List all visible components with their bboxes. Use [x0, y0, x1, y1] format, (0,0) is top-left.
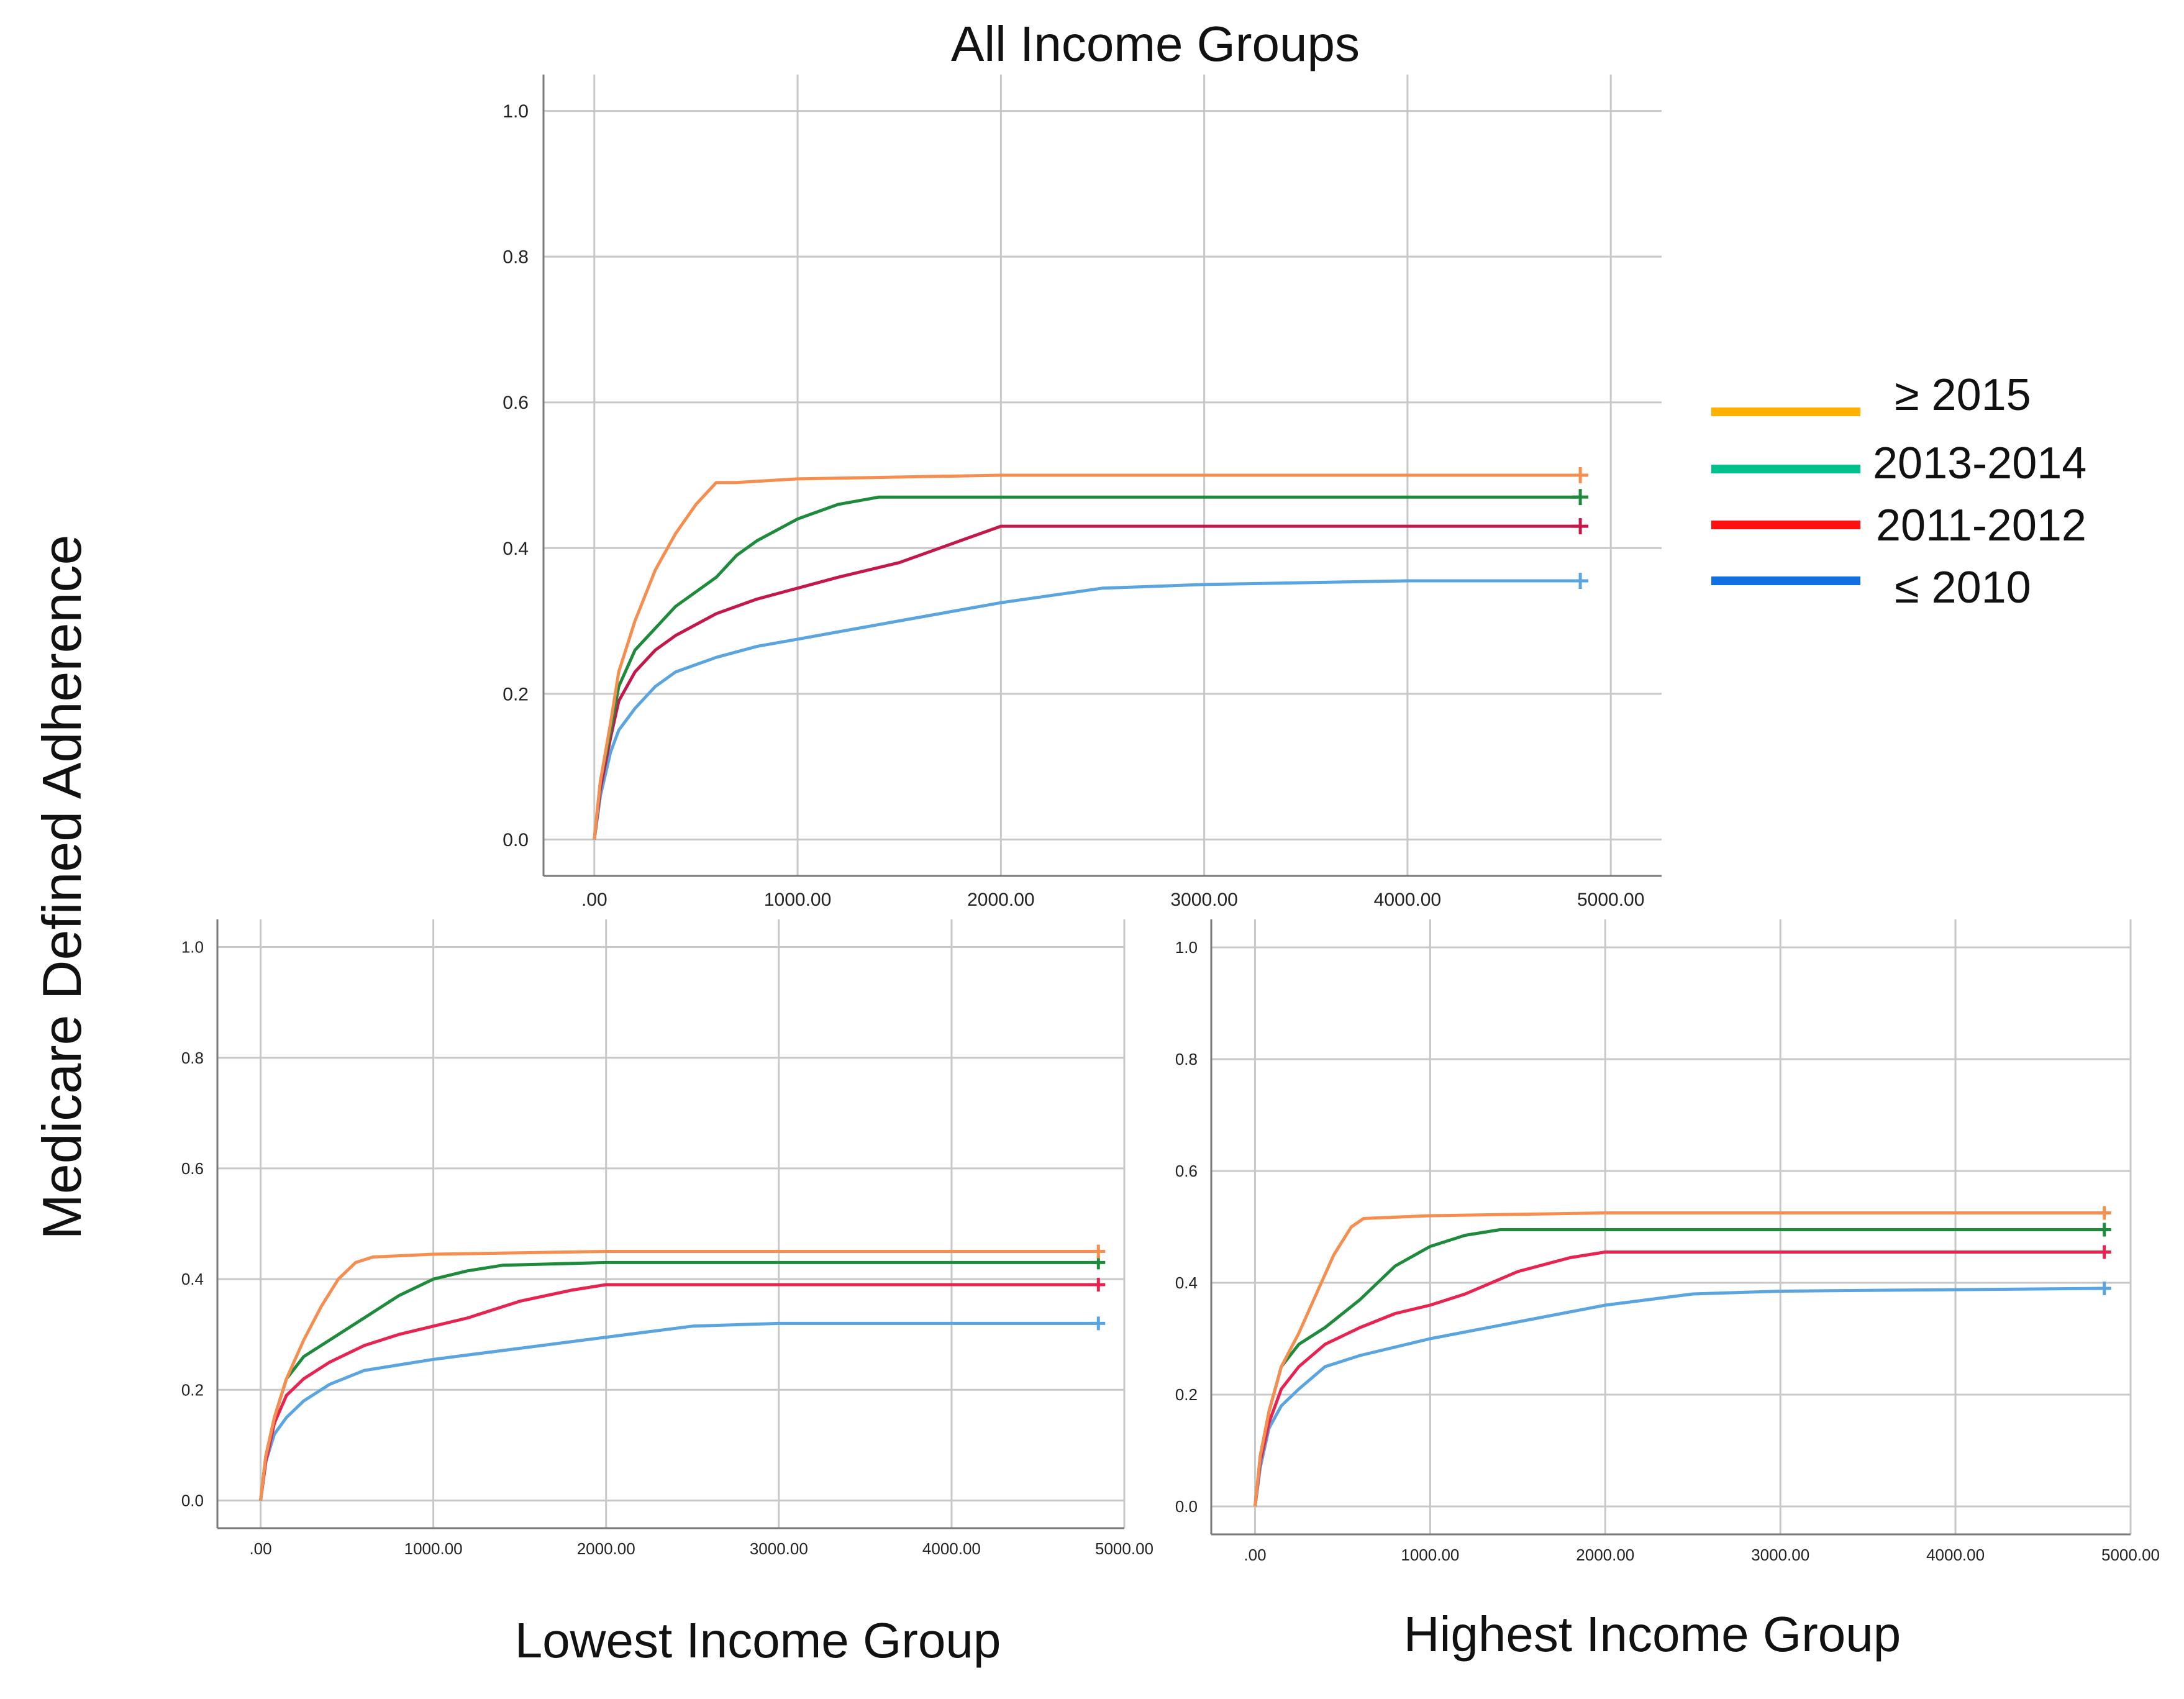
- highest-x-tick-label: 1000.00: [1401, 1546, 1459, 1564]
- legend-swatch-2015: [1711, 408, 1860, 416]
- highest-series-line: [1254, 1211, 2104, 1507]
- highest-series-line: [1254, 1250, 2104, 1507]
- lowest-x-tick-label: 1000.00: [404, 1539, 463, 1558]
- lowest-series-line: [259, 1260, 1099, 1501]
- highest-x-tick-label: 2000.00: [1576, 1546, 1634, 1564]
- highest-income-group-chart: 0.0 0.2 0.4 0.6 0.8 1.0 .00 1000.00 2000.00 3000.…: [1175, 919, 2160, 1564]
- legend-swatch-2011-2012: [1711, 521, 1860, 529]
- all-y-tick-label: 1.0: [503, 101, 529, 122]
- lowest-y-tick-label: 0.8: [181, 1049, 204, 1067]
- legend-label-2013-2014: 2013-2014: [1873, 439, 2087, 488]
- lowest-y-tick-label: 0.2: [181, 1380, 204, 1399]
- highest-series-line: [1254, 1228, 2104, 1507]
- legend-label-2010: ≤ 2010: [1895, 563, 2031, 613]
- highest-x-tick-label: .00: [1244, 1546, 1266, 1564]
- bottom-left-panel-title: Lowest Income Group: [514, 1613, 1001, 1668]
- lowest-series-line: [259, 1321, 1099, 1501]
- top-panel-title: All Income Groups: [950, 16, 1360, 71]
- highest-x-tick-label: 4000.00: [1926, 1546, 1985, 1564]
- highest-y-tick-label: 0.6: [1175, 1162, 1198, 1180]
- bottom-right-panel-title: Highest Income Group: [1403, 1606, 1901, 1662]
- lowest-x-tick-label: 3000.00: [750, 1539, 808, 1558]
- all-y-tick-label: 0.6: [503, 393, 529, 413]
- all-y-tick-label: 0.4: [503, 539, 529, 559]
- legend-swatch-2013-2014: [1711, 465, 1860, 473]
- all-x-tick-label: 1000.00: [764, 890, 831, 910]
- all-y-tick-label: 0.2: [503, 684, 529, 704]
- all-y-tick-label: 0.0: [503, 830, 529, 850]
- all-x-tick-label: 2000.00: [967, 890, 1034, 910]
- lowest-y-tick-label: 0.6: [181, 1159, 204, 1178]
- all-series-line: [593, 579, 1581, 840]
- legend-swatch-2010: [1711, 576, 1860, 585]
- highest-x-tick-label: 3000.00: [1751, 1546, 1809, 1564]
- highest-y-tick-label: 0.8: [1175, 1050, 1198, 1068]
- all-income-groups-chart: 0.0 0.2 0.4 0.6 0.8 1.0 .00 1000.00 2000.00 3000.…: [503, 75, 1662, 910]
- lowest-y-tick-label: 0.0: [181, 1492, 204, 1510]
- all-series-line: [593, 524, 1581, 840]
- all-x-tick-label: .00: [581, 890, 607, 910]
- lowest-x-tick-label: 5000.00: [1095, 1539, 1153, 1558]
- highest-x-tick-label: 5000.00: [2101, 1546, 2160, 1564]
- lowest-series-line: [259, 1283, 1099, 1501]
- all-series-line: [593, 495, 1581, 840]
- highest-y-tick-label: 0.4: [1175, 1273, 1198, 1292]
- lowest-x-tick-label: .00: [249, 1539, 271, 1558]
- lowest-y-tick-label: 0.4: [181, 1270, 204, 1288]
- all-series-line: [593, 473, 1581, 840]
- lowest-series-line: [259, 1250, 1099, 1501]
- y-axis-label: Medicare Defined Adherence: [31, 534, 93, 1240]
- legend-label-2011-2012: 2011-2012: [1876, 501, 2086, 550]
- all-y-tick-label: 0.8: [503, 247, 529, 268]
- legend-label-2015: ≥ 2015: [1895, 370, 2031, 420]
- lowest-x-tick-label: 2000.00: [577, 1539, 635, 1558]
- all-x-tick-label: 4000.00: [1374, 890, 1441, 910]
- highest-y-tick-label: 1.0: [1175, 938, 1198, 957]
- highest-y-tick-label: 0.0: [1175, 1497, 1198, 1516]
- highest-y-tick-label: 0.2: [1175, 1385, 1198, 1404]
- all-x-tick-label: 5000.00: [1577, 890, 1644, 910]
- lowest-x-tick-label: 4000.00: [922, 1539, 981, 1558]
- lowest-y-tick-label: 1.0: [181, 938, 204, 957]
- all-x-tick-label: 3000.00: [1170, 890, 1237, 910]
- highest-series-line: [1254, 1287, 2104, 1507]
- lowest-income-group-chart: 0.0 0.2 0.4 0.6 0.8 1.0 .00 1000.00 2000.00 3000.…: [181, 919, 1153, 1558]
